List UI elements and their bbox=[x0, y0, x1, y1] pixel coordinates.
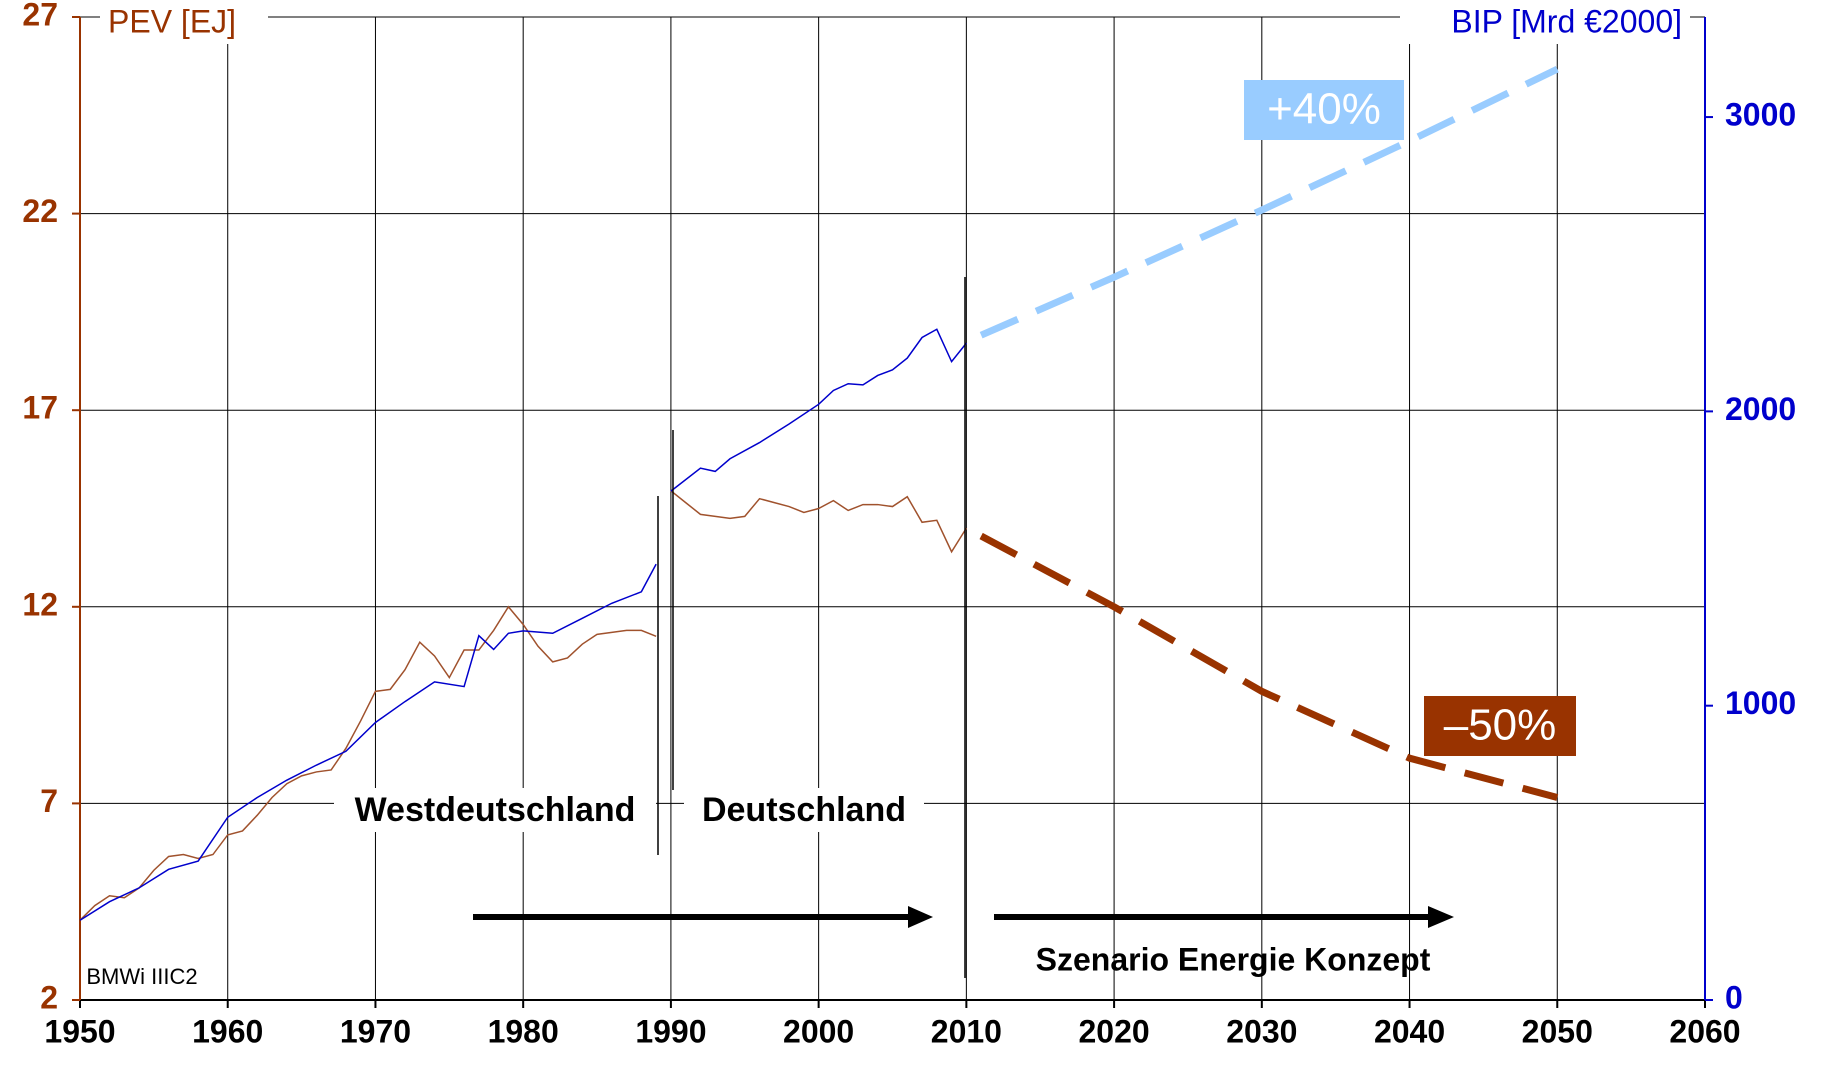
x-tick-label: 2060 bbox=[1669, 1013, 1740, 1049]
y-tick-label: 12 bbox=[22, 586, 58, 622]
x-tick-label: 2010 bbox=[931, 1013, 1002, 1049]
y-tick-label: 7 bbox=[40, 783, 58, 819]
x-tick-label: 2040 bbox=[1374, 1013, 1445, 1049]
line-series bbox=[670, 328, 967, 492]
x-tick-label: 2050 bbox=[1522, 1013, 1593, 1049]
x-tick-label: 1970 bbox=[340, 1013, 411, 1049]
line-series bbox=[79, 563, 657, 921]
annotation-bg bbox=[684, 788, 924, 832]
annotation-bg bbox=[334, 788, 656, 832]
y-tick-label: 2 bbox=[40, 979, 58, 1015]
line-series bbox=[670, 490, 967, 554]
line-series bbox=[979, 532, 1559, 801]
x-tick-label: 2020 bbox=[1078, 1013, 1149, 1049]
y-tick-label: 17 bbox=[22, 390, 58, 426]
y2-tick-label: 0 bbox=[1725, 979, 1743, 1015]
y-tick-label: 22 bbox=[22, 193, 58, 229]
arrow-head bbox=[908, 906, 933, 928]
x-tick-label: 1950 bbox=[44, 1013, 115, 1049]
grid bbox=[79, 16, 1706, 1001]
annotation: +40% bbox=[1267, 85, 1381, 134]
annotation: Deutschland bbox=[702, 791, 906, 829]
line-series bbox=[79, 605, 657, 921]
annotation: Szenario Energie Konzept bbox=[1036, 941, 1431, 977]
y-axis-label: PEV [EJ] bbox=[108, 3, 236, 39]
x-tick-label: 2000 bbox=[783, 1013, 854, 1049]
annotation-bg bbox=[1424, 696, 1576, 756]
annotations: +40% –50% Westdeutschland Deutschland Szenar… bbox=[86, 80, 1576, 989]
y2-axis-label: BIP [Mrd €2000] bbox=[1451, 3, 1682, 39]
x-tick-label: 1990 bbox=[635, 1013, 706, 1049]
label-bg bbox=[1400, 2, 1690, 44]
annotation: –50% bbox=[1444, 701, 1557, 750]
y2-tick-label: 1000 bbox=[1725, 685, 1796, 721]
y2-tick-label: 2000 bbox=[1725, 391, 1796, 427]
annotation: BMWi IIIC2 bbox=[86, 964, 197, 989]
arrow-head bbox=[1428, 906, 1454, 928]
annotation-bg bbox=[1244, 80, 1404, 140]
y2-tick-label: 3000 bbox=[1725, 97, 1796, 133]
label-bg bbox=[100, 2, 268, 44]
annotation: Westdeutschland bbox=[355, 791, 636, 829]
line-series bbox=[979, 65, 1559, 339]
x-tick-label: 1980 bbox=[488, 1013, 559, 1049]
x-tick-label: 2030 bbox=[1226, 1013, 1297, 1049]
y-tick-label: 27 bbox=[22, 0, 58, 32]
plot: 1950 1960 1970 1980 1990 2000 2010 2020 2030 2040… bbox=[22, 0, 1796, 1049]
x-tick-label: 1960 bbox=[192, 1013, 263, 1049]
